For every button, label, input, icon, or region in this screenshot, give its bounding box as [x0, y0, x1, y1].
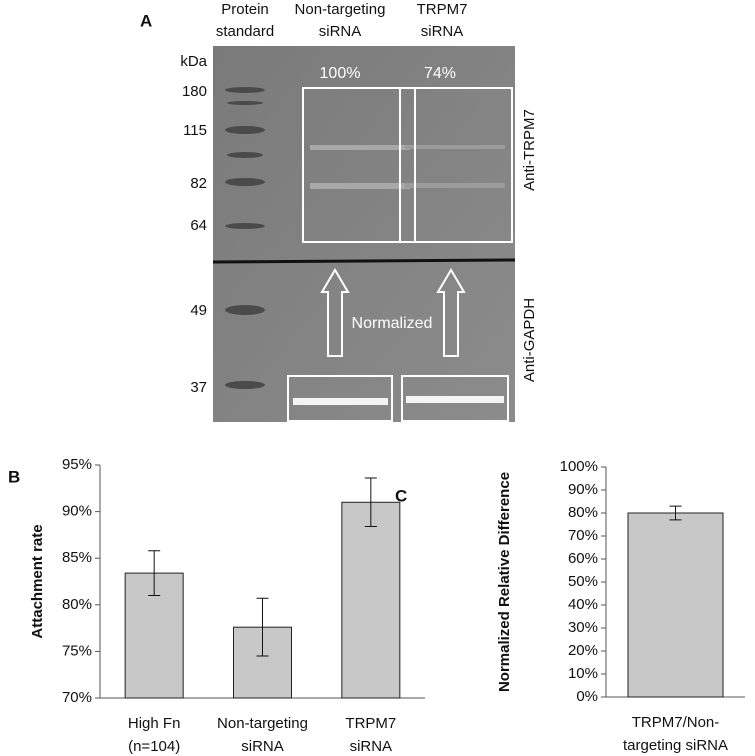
- lane-label: siRNA: [319, 23, 362, 40]
- arrow-label: Normalized: [352, 315, 433, 332]
- y-tick-label: 50%: [568, 573, 598, 590]
- x-tick-label: High Fn: [128, 715, 181, 732]
- y-tick-label: 80%: [568, 504, 598, 521]
- x-tick-label: targeting siRNA: [623, 737, 728, 754]
- error-bar: [364, 477, 377, 528]
- y-tick-label: 85%: [62, 549, 92, 566]
- error-bar: [669, 505, 682, 521]
- marker-label: 64: [190, 217, 207, 234]
- error-bar: [256, 597, 269, 657]
- x-tick-label: siRNA: [350, 738, 393, 755]
- antibody-label: Anti-GAPDH: [521, 298, 538, 382]
- y-tick-label: 70%: [568, 527, 598, 544]
- bar: [341, 501, 401, 699]
- x-tick-label: Non-targeting: [217, 715, 308, 732]
- marker-label: 49: [190, 302, 207, 319]
- bar: [627, 512, 724, 698]
- y-tick-label: 95%: [62, 456, 92, 473]
- y-tick-label: 90%: [568, 481, 598, 498]
- blot-divider: [212, 258, 516, 264]
- x-tick-label: TRPM7: [345, 715, 396, 732]
- panel-label: A: [140, 11, 152, 30]
- y-axis-label: Normalized Relative Difference: [496, 472, 513, 692]
- y-tick-label: 10%: [568, 665, 598, 682]
- lane-label: TRPM7: [417, 1, 468, 18]
- y-tick-label: 0%: [576, 688, 598, 705]
- antibody-label: Anti-TRPM7: [521, 109, 538, 191]
- y-tick-label: 100%: [560, 458, 598, 475]
- lane-label: Non-targeting: [295, 1, 386, 18]
- panel-label: C: [395, 486, 407, 505]
- y-axis-label: Attachment rate: [29, 524, 46, 638]
- y-tick-label: 20%: [568, 642, 598, 659]
- panel-label: B: [8, 467, 20, 486]
- error-bar: [148, 550, 161, 596]
- percent-label: 74%: [424, 65, 456, 82]
- marker-label: 115: [183, 122, 207, 139]
- ladder-bands: [225, 87, 265, 389]
- sample-bands: [293, 145, 505, 405]
- y-tick-label: 80%: [62, 596, 92, 613]
- lane-label: standard: [216, 23, 274, 40]
- x-tick-label: TRPM7/Non-: [632, 714, 720, 731]
- y-tick-label: 90%: [62, 503, 92, 520]
- marker-label: 37: [190, 379, 207, 396]
- y-tick-label: 60%: [568, 550, 598, 567]
- marker-label: 82: [190, 175, 207, 192]
- percent-label: 100%: [320, 65, 361, 82]
- y-tick-label: 75%: [62, 642, 92, 659]
- blot-image: [213, 46, 515, 422]
- lane-label: Protein: [221, 1, 269, 18]
- unit-label: kDa: [180, 53, 207, 70]
- marker-label: 180: [182, 83, 207, 100]
- lane-label: siRNA: [421, 23, 464, 40]
- highlight-boxes: [287, 87, 513, 422]
- y-tick-label: 40%: [568, 596, 598, 613]
- y-tick-label: 70%: [62, 689, 92, 706]
- y-tick-label: 30%: [568, 619, 598, 636]
- x-tick-label: siRNA: [241, 738, 284, 755]
- x-tick-label: (n=104): [128, 738, 180, 755]
